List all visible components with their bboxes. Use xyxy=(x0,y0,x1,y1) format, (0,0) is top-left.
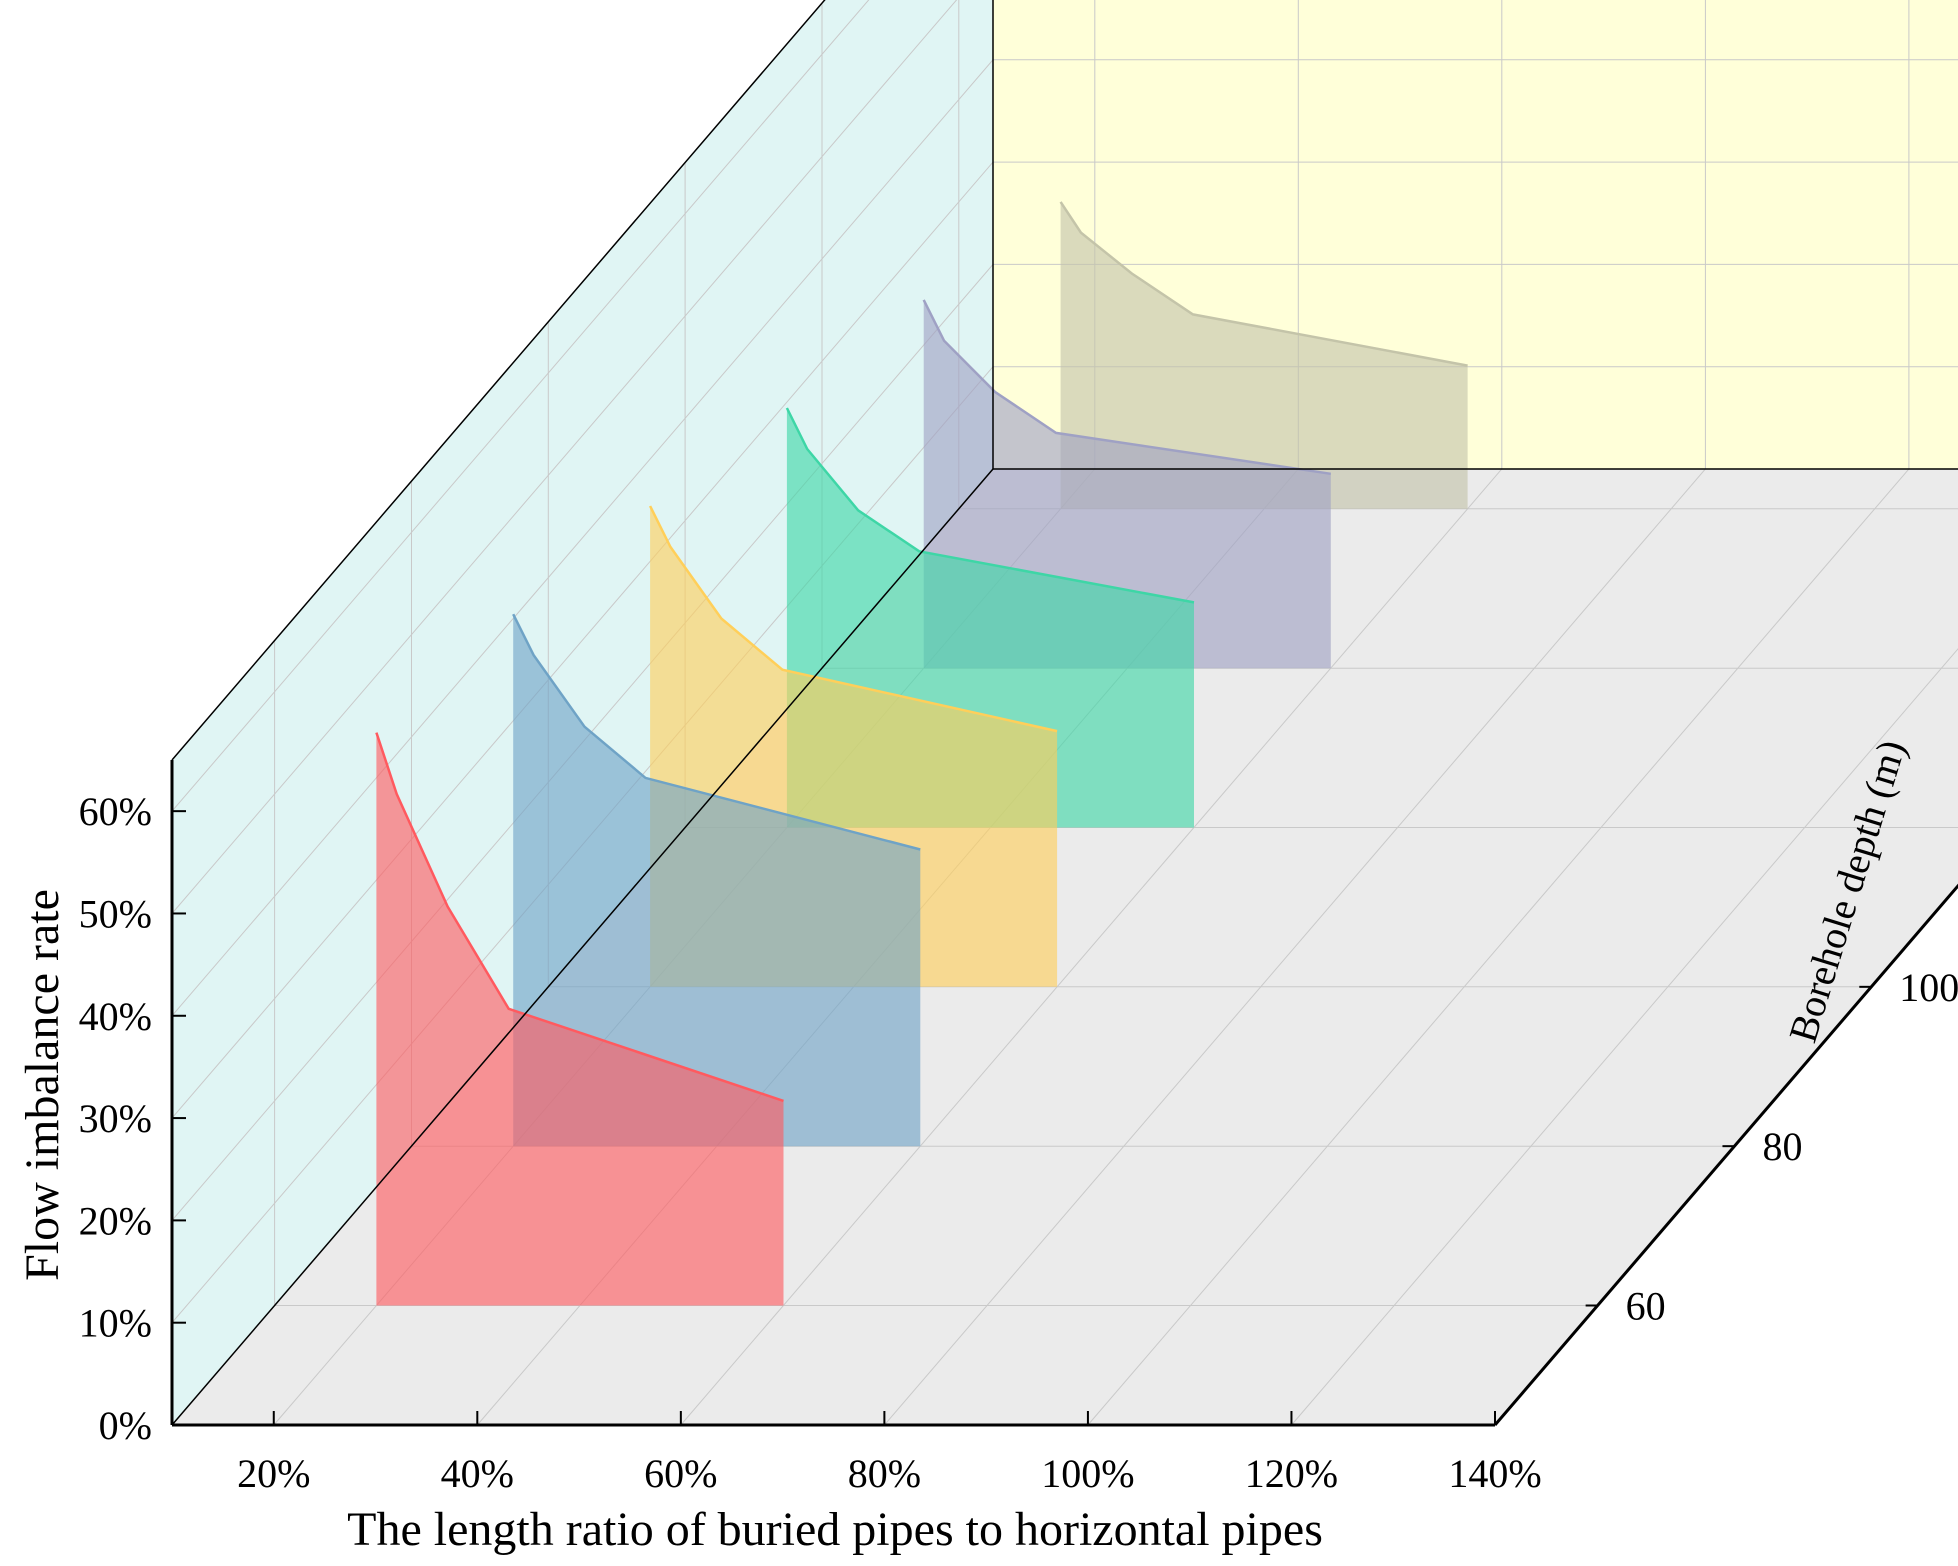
y-tick-label: 40% xyxy=(79,994,152,1039)
grid-line-y xyxy=(171,0,958,914)
series-line-160 xyxy=(1059,201,1468,367)
depth-tick-label: 80 xyxy=(1762,1124,1802,1169)
y-tick-label: 10% xyxy=(79,1301,152,1346)
series-line-140 xyxy=(922,299,1331,476)
x-tick-label: 80% xyxy=(848,1451,921,1496)
series-line-100 xyxy=(648,505,1058,733)
y-axis-title: Flow imbalance rate xyxy=(16,889,69,1281)
x-tick-label: 40% xyxy=(441,1451,514,1496)
series-line-80 xyxy=(512,613,921,851)
depth-axis-line xyxy=(1493,883,1958,1426)
grid-line-y xyxy=(171,0,870,812)
x-tick-label: 100% xyxy=(1041,1451,1134,1496)
series-area-80 xyxy=(513,614,921,1147)
chart-axes xyxy=(170,0,1958,1427)
grid-line-x xyxy=(1291,648,1958,1426)
x-tick-label: 60% xyxy=(644,1451,717,1496)
x-tick-label: 140% xyxy=(1448,1451,1541,1496)
y-tick-label: 60% xyxy=(79,789,152,834)
y-tick-label: 0% xyxy=(99,1403,152,1448)
depth-tick-label: 100 xyxy=(1899,965,1958,1010)
chart-series xyxy=(375,201,1468,1306)
x-tick-label: 20% xyxy=(237,1451,310,1496)
y-tick-label: 50% xyxy=(79,891,152,936)
series-area-60 xyxy=(376,732,784,1306)
x-axis-title: The length ratio of buried pipes to hori… xyxy=(347,1503,1323,1556)
y-tick-label: 30% xyxy=(79,1096,152,1141)
series-area-160 xyxy=(1060,201,1468,509)
box-top-edges xyxy=(171,0,826,761)
x-tick-label: 120% xyxy=(1245,1451,1338,1496)
box-floor-left-edge xyxy=(171,468,994,1426)
chart-labels: 20% 40% 60% 80% 100% 120% 140% 0% 10% 20% 30% 40% 50… xyxy=(79,789,1958,1496)
depth-tick-label: 60 xyxy=(1626,1284,1666,1329)
y-tick-label: 20% xyxy=(79,1198,152,1243)
series-line-60 xyxy=(375,732,784,1103)
series-line-120 xyxy=(785,407,1195,604)
